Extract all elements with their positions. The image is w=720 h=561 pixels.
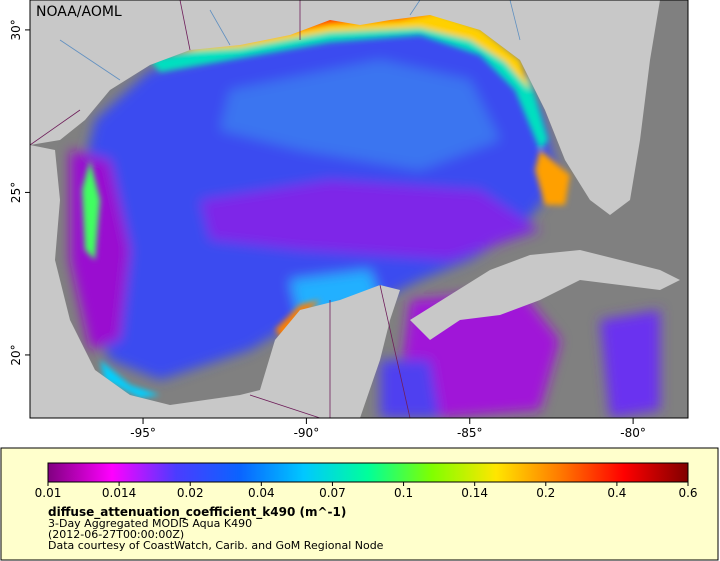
y-tick-label: 30° xyxy=(9,19,23,40)
colorbar-tick-label: 0.14 xyxy=(461,486,488,500)
colorbar-tick-label: 0.01 xyxy=(35,486,62,500)
colorbar-tick-label: 0.07 xyxy=(319,486,346,500)
map xyxy=(30,0,688,418)
x-tick-label: -95° xyxy=(130,426,156,440)
legend-variable: diffuse_attenuation_coefficient_k490 (m^… xyxy=(48,505,346,520)
watermark: NOAA/AOML xyxy=(36,4,122,20)
colorbar-tick-label: 0.6 xyxy=(678,486,697,500)
legend-dataset: 3-Day Aggregated MODIS Aqua K490 xyxy=(48,517,252,530)
cuba-land xyxy=(410,250,680,340)
x-tick-label: -80° xyxy=(620,426,646,440)
colorbar-tick-label: 0.04 xyxy=(248,486,275,500)
colorbar: 0.01 0.014 0.02 0.04 0.07 0.1 0.14 0.2 0.4 0.6 xyxy=(35,462,698,500)
x-tick-label: -90° xyxy=(294,426,320,440)
legend-credit: Data courtesy of CoastWatch, Carib. and … xyxy=(48,539,384,552)
x-tick-label: -85° xyxy=(457,426,483,440)
y-tick-label: 25° xyxy=(9,182,23,203)
colorbar-tick-label: 0.1 xyxy=(394,486,413,500)
borders xyxy=(30,0,411,418)
colorbar-tick-label: 0.4 xyxy=(607,486,626,500)
colorbar-tick-label: 0.02 xyxy=(177,486,204,500)
mexico-land xyxy=(30,145,400,418)
colorbar-bar xyxy=(47,462,689,483)
k490-field xyxy=(70,25,660,418)
colorbar-tick-label: 0.2 xyxy=(536,486,555,500)
rivers xyxy=(59,0,521,81)
colorbar-tick-label: 0.014 xyxy=(102,486,136,500)
north-america-land xyxy=(30,0,660,215)
y-tick-label: 20° xyxy=(9,344,23,365)
legend-time: (2012-06-27T00:00:00Z) xyxy=(48,528,184,541)
map-frame xyxy=(29,0,689,419)
